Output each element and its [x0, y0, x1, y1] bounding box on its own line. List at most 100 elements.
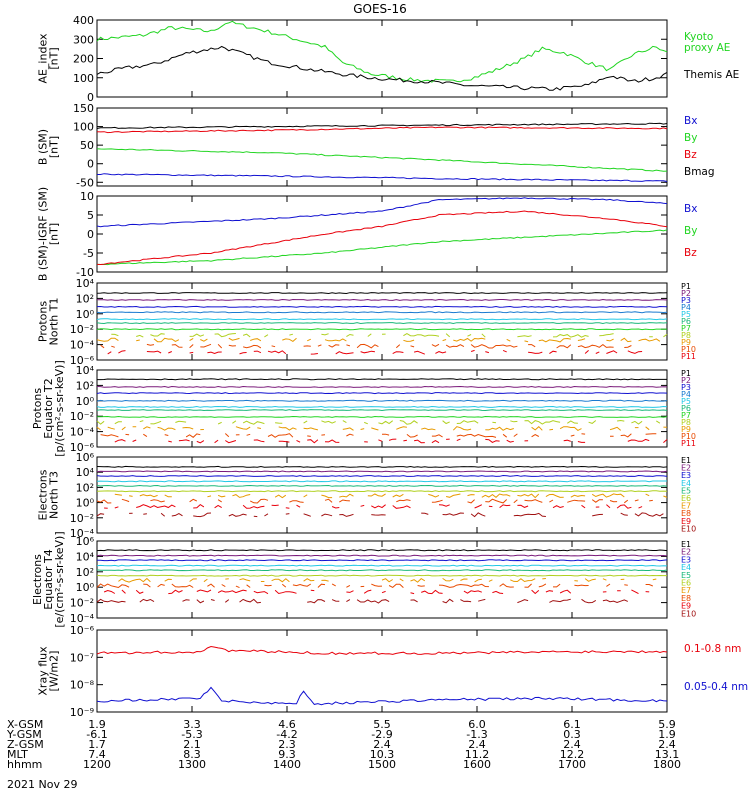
y-tick-label: 10²	[76, 379, 94, 392]
legend-label: E6	[681, 579, 691, 588]
panel-frame	[96, 107, 668, 187]
y-tick-label: 10⁰	[76, 497, 95, 510]
series-line	[96, 405, 668, 408]
y-tick-label: 10⁻⁴	[70, 426, 95, 439]
x-row-value: 1.9	[658, 728, 676, 741]
series-line	[97, 173, 668, 182]
x-row-value: 5.5	[373, 718, 391, 731]
y-axis-label: [p/(cm²-s-sr-keV)]	[53, 360, 66, 457]
legend-label: P6	[681, 317, 691, 326]
series-line	[108, 350, 657, 354]
y-tick-label: -50	[76, 176, 94, 189]
legend-label: P7	[681, 411, 691, 420]
legend-label: P1	[681, 369, 691, 378]
y-axis-label: Protons	[31, 388, 44, 429]
legend-label: E9	[681, 517, 691, 526]
y-axis-label: Equator T2	[42, 378, 55, 438]
legend-label: Themis AE	[683, 69, 739, 81]
y-axis-label: North T1	[48, 298, 61, 346]
legend-label: E10	[681, 609, 696, 618]
legend-label: By	[684, 132, 697, 144]
series-line	[96, 583, 653, 589]
x-row-value: 1.9	[88, 718, 106, 731]
series-line	[101, 344, 664, 348]
plot-title: GOES-16	[353, 2, 407, 16]
y-tick-label: 0	[87, 158, 94, 171]
legend-label: E5	[681, 486, 691, 495]
y-axis-label: Xray flux	[37, 646, 50, 696]
x-row-value: 1300	[178, 758, 206, 771]
x-row-value: 1400	[273, 758, 301, 771]
series-line	[96, 292, 668, 295]
y-tick-label: 10⁶	[76, 535, 95, 548]
x-row-value: 0.3	[563, 728, 581, 741]
x-row-value: 12.2	[560, 748, 585, 761]
y-tick-label: 10⁻⁴	[70, 339, 95, 352]
series-line	[96, 569, 668, 572]
series-line	[96, 554, 668, 557]
legend-label: P2	[681, 289, 691, 298]
legend-label: P4	[681, 303, 691, 312]
series-line	[96, 645, 668, 655]
x-row-value: 11.2	[465, 748, 490, 761]
panel-frame	[96, 282, 668, 361]
y-tick-label: 10⁻²	[70, 323, 94, 336]
legend-label: P3	[681, 383, 691, 392]
series-line	[96, 484, 668, 487]
x-row-value: 2.4	[658, 738, 676, 751]
x-row-value: -6.1	[86, 728, 107, 741]
series-line	[96, 318, 668, 321]
series-line	[96, 480, 667, 483]
y-tick-label: 10⁻⁹	[70, 706, 94, 719]
legend-label: P10	[681, 345, 696, 354]
x-axis-info: X-GSM 1.9 3.3 4.6 5.5 6.0 6.1 5.9 Y-GSM -6.1 -5.3 -…	[6, 718, 681, 791]
x-row-value: -1.3	[466, 728, 487, 741]
legend-label: Kyoto	[684, 31, 713, 43]
y-tick-label: 50	[80, 139, 94, 152]
legend-label: E7	[681, 586, 691, 595]
series-line	[96, 45, 668, 91]
legend-label: 0.1-0.8 nm	[684, 643, 741, 655]
y-tick-label: 10⁻⁸	[70, 679, 95, 692]
y-axis-label: [nT]	[48, 47, 61, 69]
y-tick-label: 10	[80, 190, 94, 203]
x-row-value: 7.4	[88, 748, 106, 761]
x-row-value: 1600	[463, 758, 491, 771]
series-line	[96, 337, 661, 343]
series-line	[111, 333, 668, 338]
x-row-value: 1200	[83, 758, 111, 771]
y-tick-label: -10	[76, 266, 94, 279]
series-line	[96, 392, 668, 395]
series-line	[96, 210, 668, 266]
legend-label: P9	[681, 425, 691, 434]
y-tick-label: 150	[73, 102, 94, 115]
series-line	[96, 197, 668, 228]
y-tick-label: 10⁶	[76, 451, 95, 464]
x-row-value: 5.9	[658, 718, 676, 731]
series-line	[118, 577, 657, 583]
legend-label: By	[684, 225, 697, 237]
x-row-value: -4.2	[276, 728, 297, 741]
y-axis-label: B (SM)	[37, 129, 50, 165]
legend-label: 0.05-0.4 nm	[684, 681, 748, 693]
series-line	[96, 465, 668, 468]
panel-frame	[96, 540, 668, 619]
x-row-value: 8.3	[183, 748, 201, 761]
legend-label: P8	[681, 331, 691, 340]
y-axis-label: Protons	[37, 301, 50, 342]
series-line	[96, 490, 668, 493]
series-line	[96, 415, 668, 418]
series-line	[96, 549, 668, 552]
series-line	[97, 599, 663, 603]
legend-label: E1	[681, 456, 691, 465]
y-tick-label: 200	[73, 53, 94, 66]
series-line	[96, 686, 668, 706]
y-axis-label: [e/(cm²-s-sr-keV)]	[53, 531, 66, 627]
x-row-value: 13.1	[655, 748, 680, 761]
y-axis-label: Electrons	[37, 469, 50, 520]
legend-label: P6	[681, 404, 691, 413]
series-line	[96, 126, 668, 134]
x-row-label: Y-GSM	[6, 728, 42, 741]
